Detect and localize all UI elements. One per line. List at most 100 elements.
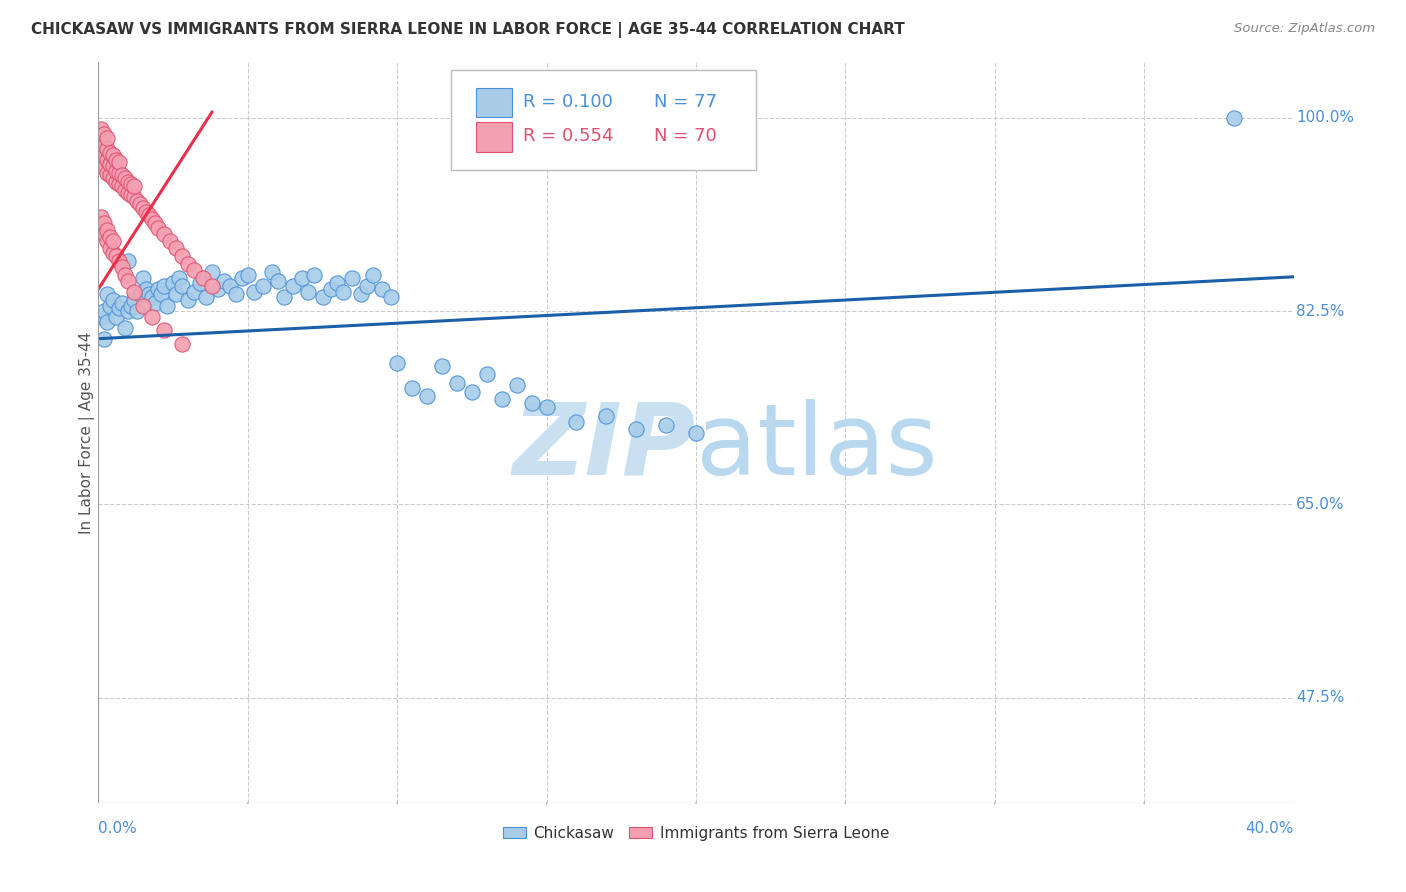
Point	[172, 278, 194, 293]
Point	[124, 190, 146, 204]
Text: 47.5%: 47.5%	[1296, 690, 1344, 706]
Point	[446, 376, 468, 390]
Point	[297, 285, 319, 300]
Point	[371, 282, 394, 296]
Point	[260, 265, 283, 279]
Point	[281, 278, 304, 293]
Legend: Chickasaw, Immigrants from Sierra Leone: Chickasaw, Immigrants from Sierra Leone	[496, 820, 896, 847]
Point	[380, 290, 402, 304]
Text: 40.0%: 40.0%	[1246, 822, 1294, 837]
Point	[506, 378, 529, 392]
Point	[90, 144, 112, 158]
Point	[108, 166, 131, 180]
Point	[90, 133, 112, 147]
Point	[90, 154, 112, 169]
Point	[127, 194, 149, 208]
Point	[111, 260, 134, 274]
Point	[219, 278, 242, 293]
Point	[129, 197, 152, 211]
Point	[291, 271, 314, 285]
Point	[90, 121, 112, 136]
Point	[138, 208, 160, 222]
Point	[132, 299, 155, 313]
Point	[148, 282, 170, 296]
Point	[117, 304, 139, 318]
Point	[103, 148, 125, 162]
Point	[165, 287, 187, 301]
Point	[93, 138, 115, 153]
Point	[191, 271, 214, 285]
Point	[520, 396, 543, 410]
Point	[98, 299, 122, 313]
Point	[461, 384, 484, 399]
Y-axis label: In Labor Force | Age 35-44: In Labor Force | Age 35-44	[79, 332, 96, 533]
Point	[143, 216, 166, 230]
Point	[385, 356, 409, 370]
Point	[207, 282, 229, 296]
Point	[172, 337, 194, 351]
Point	[117, 175, 139, 189]
Point	[96, 235, 118, 249]
Point	[172, 249, 194, 263]
FancyBboxPatch shape	[451, 70, 756, 169]
Point	[127, 304, 149, 318]
Point	[356, 278, 378, 293]
Text: R = 0.100: R = 0.100	[523, 93, 613, 111]
Point	[93, 227, 115, 241]
Text: 100.0%: 100.0%	[1296, 111, 1354, 125]
Text: 65.0%: 65.0%	[1296, 497, 1344, 512]
Point	[93, 304, 115, 318]
Point	[150, 287, 173, 301]
Point	[98, 157, 122, 171]
Text: R = 0.554: R = 0.554	[523, 128, 613, 145]
Point	[167, 271, 190, 285]
Text: atlas: atlas	[696, 399, 938, 496]
Point	[96, 315, 118, 329]
Text: N = 77: N = 77	[654, 93, 717, 111]
Point	[326, 277, 349, 291]
Point	[243, 285, 266, 300]
Point	[93, 149, 115, 163]
Point	[108, 154, 131, 169]
Point	[132, 271, 155, 285]
Point	[117, 254, 139, 268]
Point	[401, 381, 423, 395]
Point	[96, 153, 118, 167]
Point	[103, 235, 125, 249]
Point	[103, 245, 125, 260]
Point	[475, 367, 498, 381]
Point	[162, 277, 184, 291]
Point	[114, 268, 136, 282]
Point	[90, 221, 112, 235]
Point	[117, 186, 139, 200]
Point	[321, 282, 343, 296]
Point	[93, 216, 115, 230]
Point	[159, 235, 181, 249]
Point	[105, 310, 128, 324]
Point	[96, 166, 118, 180]
Point	[98, 230, 122, 244]
Point	[363, 268, 385, 282]
Point	[195, 290, 218, 304]
Point	[124, 285, 146, 300]
Point	[105, 153, 128, 167]
Text: Source: ZipAtlas.com: Source: ZipAtlas.com	[1234, 22, 1375, 36]
Point	[302, 268, 325, 282]
Point	[103, 159, 125, 173]
Point	[93, 128, 115, 142]
Point	[311, 290, 333, 304]
FancyBboxPatch shape	[477, 87, 512, 117]
Point	[108, 254, 131, 268]
Point	[105, 249, 128, 263]
Point	[183, 285, 205, 300]
Text: ZIP: ZIP	[513, 399, 696, 496]
Point	[114, 182, 136, 196]
Point	[1223, 111, 1246, 125]
Point	[626, 422, 648, 436]
Point	[120, 177, 142, 191]
Text: 82.5%: 82.5%	[1296, 303, 1344, 318]
Point	[416, 389, 439, 403]
Point	[491, 392, 513, 407]
Point	[655, 417, 678, 432]
Point	[93, 332, 115, 346]
